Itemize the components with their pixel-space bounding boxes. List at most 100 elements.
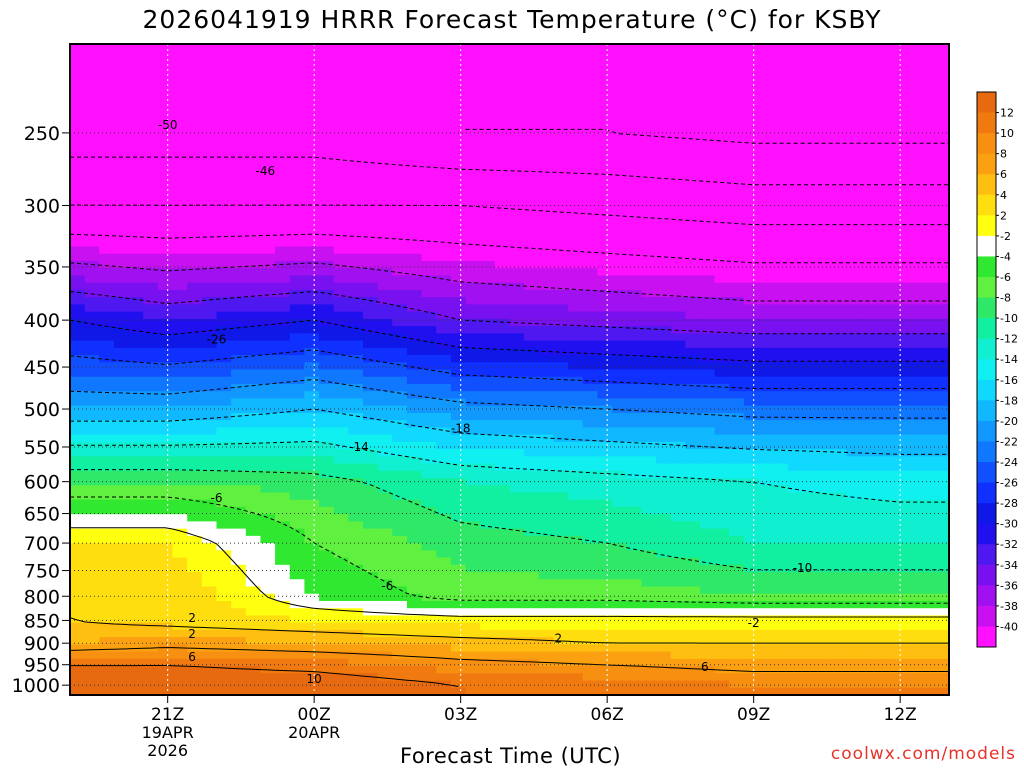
temperature-cell — [289, 166, 305, 175]
temperature-cell — [465, 658, 481, 667]
temperature-cell — [656, 506, 672, 515]
temperature-cell — [436, 58, 452, 67]
temperature-cell — [641, 528, 657, 537]
temperature-cell — [846, 470, 862, 479]
temperature-cell — [699, 188, 716, 197]
temperature-cell — [743, 224, 760, 233]
temperature-cell — [216, 376, 232, 385]
temperature-cell — [612, 687, 628, 695]
temperature-cell — [304, 239, 320, 248]
temperature-cell — [612, 261, 628, 269]
temperature-cell — [480, 412, 496, 421]
temperature-cell — [494, 412, 511, 421]
temperature-cell — [450, 152, 467, 161]
temperature-cell — [817, 644, 833, 653]
temperature-cell — [568, 159, 584, 168]
temperature-cell — [626, 564, 642, 573]
temperature-cell — [260, 680, 276, 689]
temperature-cell — [143, 217, 159, 226]
temperature-cell — [729, 166, 745, 175]
temperature-cell — [846, 174, 862, 183]
temperature-cell — [861, 44, 877, 52]
temperature-cell — [260, 318, 276, 327]
temperature-cell — [802, 600, 818, 609]
temperature-cell — [787, 463, 804, 472]
temperature-cell — [128, 449, 144, 457]
temperature-cell — [245, 658, 262, 667]
temperature-cell — [377, 420, 393, 428]
temperature-cell — [363, 282, 379, 291]
temperature-cell — [509, 159, 525, 168]
temperature-cell — [245, 478, 262, 486]
temperature-cell — [743, 188, 760, 197]
temperature-cell — [582, 492, 598, 501]
temperature-cell — [406, 145, 423, 154]
temperature-cell — [597, 535, 613, 544]
temperature-cell — [582, 463, 598, 472]
temperature-cell — [99, 499, 115, 508]
temperature-cell — [538, 246, 555, 255]
temperature-cell — [406, 456, 423, 465]
temperature-cell — [743, 355, 760, 363]
temperature-cell — [802, 673, 818, 682]
temperature-cell — [568, 463, 584, 472]
temperature-cell — [612, 282, 628, 291]
temperature-cell — [612, 101, 628, 110]
temperature-cell — [245, 174, 262, 183]
temperature-cell — [275, 528, 291, 537]
temperature-cell — [773, 441, 789, 450]
temperature-cell — [363, 391, 379, 400]
temperature-cell — [201, 492, 218, 501]
temperature-cell — [597, 239, 613, 248]
temperature-cell — [128, 412, 144, 421]
temperature-cell — [333, 130, 349, 139]
temperature-cell — [245, 376, 262, 385]
temperature-cell — [568, 550, 584, 559]
temperature-cell — [480, 666, 496, 674]
temperature-cell — [304, 485, 320, 494]
temperature-cell — [333, 145, 349, 154]
temperature-cell — [289, 152, 305, 161]
temperature-cell — [84, 557, 100, 566]
temperature-cell — [450, 166, 467, 175]
temperature-cell — [231, 311, 247, 320]
temperature-cell — [319, 210, 335, 219]
temperature-cell — [231, 470, 247, 479]
temperature-cell — [187, 159, 203, 168]
temperature-cell — [333, 449, 349, 457]
temperature-cell — [699, 326, 716, 334]
temperature-cell — [699, 666, 716, 674]
temperature-cell — [670, 528, 686, 537]
temperature-cell — [524, 600, 540, 609]
temperature-cell — [758, 333, 774, 342]
temperature-cell — [787, 109, 804, 117]
temperature-cell — [392, 311, 408, 320]
temperature-cell — [582, 586, 598, 595]
temperature-cell — [333, 94, 349, 103]
temperature-cell — [494, 622, 511, 631]
temperature-cell — [875, 181, 891, 190]
temperature-cell — [421, 485, 437, 494]
temperature-cell — [450, 268, 467, 277]
temperature-cell — [333, 478, 349, 486]
temperature-cell — [699, 289, 716, 298]
temperature-cell — [70, 535, 86, 544]
temperature-cell — [641, 44, 657, 52]
temperature-cell — [260, 420, 276, 428]
temperature-cell — [201, 188, 218, 197]
temperature-cell — [641, 492, 657, 501]
temperature-cell — [831, 355, 848, 363]
temperature-cell — [128, 80, 144, 88]
temperature-cell — [729, 101, 745, 110]
temperature-cell — [348, 138, 364, 146]
temperature-cell — [699, 680, 716, 689]
temperature-cell — [861, 130, 877, 139]
temperature-cell — [568, 427, 584, 436]
temperature-cell — [128, 398, 144, 407]
temperature-cell — [172, 449, 188, 457]
temperature-cell — [289, 304, 305, 313]
temperature-cell — [187, 253, 203, 262]
temperature-cell — [406, 658, 423, 667]
temperature-cell — [465, 550, 481, 559]
temperature-cell — [846, 239, 862, 248]
